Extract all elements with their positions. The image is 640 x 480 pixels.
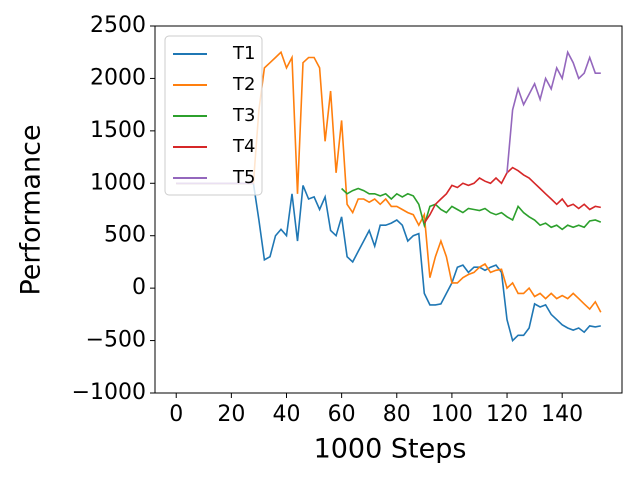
x-axis-label: 1000 Steps (314, 434, 467, 465)
x-tick-label: 140 (541, 402, 583, 427)
x-tick-label: 60 (328, 402, 356, 427)
x-tick-label: 100 (431, 402, 473, 427)
y-tick-label: −500 (86, 328, 146, 353)
y-tick-label: 1500 (90, 118, 146, 143)
y-tick-label: −1000 (72, 380, 146, 405)
x-tick-label: 120 (486, 402, 528, 427)
legend-label: T4 (232, 136, 255, 157)
x-tick-label: 80 (383, 402, 411, 427)
y-tick-label: 2000 (90, 65, 146, 90)
y-tick-label: 0 (132, 275, 146, 300)
x-tick-label: 20 (217, 402, 245, 427)
y-tick-label: 500 (104, 223, 146, 248)
y-axis-label: Performance (16, 124, 47, 295)
x-tick-label: 40 (272, 402, 300, 427)
legend-label: T5 (232, 167, 255, 188)
legend-label: T2 (232, 74, 255, 95)
y-tick-label: 1000 (90, 170, 146, 195)
legend-label: T1 (232, 43, 255, 64)
x-tick-label: 0 (169, 402, 183, 427)
series-line (176, 182, 601, 343)
legend-label: T3 (232, 105, 255, 126)
legend-box (164, 35, 263, 196)
plot-frame (154, 25, 623, 394)
y-tick-label: 2500 (90, 13, 146, 38)
